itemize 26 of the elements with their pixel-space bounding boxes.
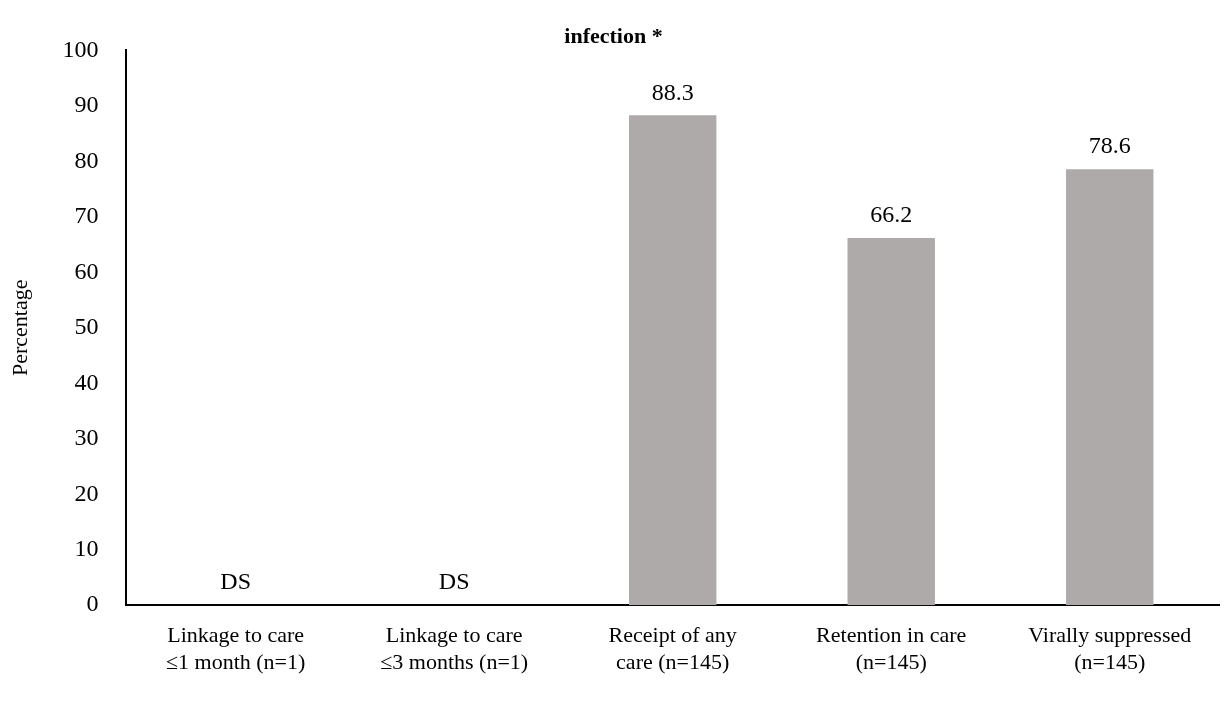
y-axis-title: Percentage (6, 279, 32, 377)
data-label: 88.3 (651, 78, 694, 105)
y-tick-label: 10 (74, 535, 99, 562)
y-tick-label: 0 (86, 590, 99, 617)
y-tick-label: 20 (74, 479, 99, 506)
y-tick-label: 70 (74, 202, 99, 229)
y-tick-label: 40 (74, 368, 99, 395)
data-label: 66.2 (870, 201, 913, 228)
y-tick-label: 50 (74, 313, 99, 340)
y-tick-label: 80 (74, 146, 99, 173)
x-tick-label: Linkage to care ≤3 months (n=1) (380, 622, 529, 674)
bar (629, 115, 717, 606)
y-tick-label: 90 (74, 91, 99, 118)
y-tick-label: 60 (74, 257, 99, 284)
y-tick-label: 100 (62, 35, 99, 62)
text: DS (438, 568, 470, 595)
x-tick-label: Retention in care (n=145) (816, 622, 967, 674)
bar (847, 237, 935, 606)
bar (1066, 169, 1154, 606)
x-tick-label: Receipt of any care (n=145) (608, 622, 737, 674)
text: DS (220, 568, 251, 595)
data-label: 78.6 (1088, 132, 1131, 159)
chart-title: infection * (564, 22, 663, 48)
x-tick-label: Linkage to care ≤1 month (n=1) (165, 622, 306, 674)
x-tick-label: Virally suppressed (n=145) (1028, 622, 1192, 674)
y-tick-label: 30 (74, 424, 99, 451)
